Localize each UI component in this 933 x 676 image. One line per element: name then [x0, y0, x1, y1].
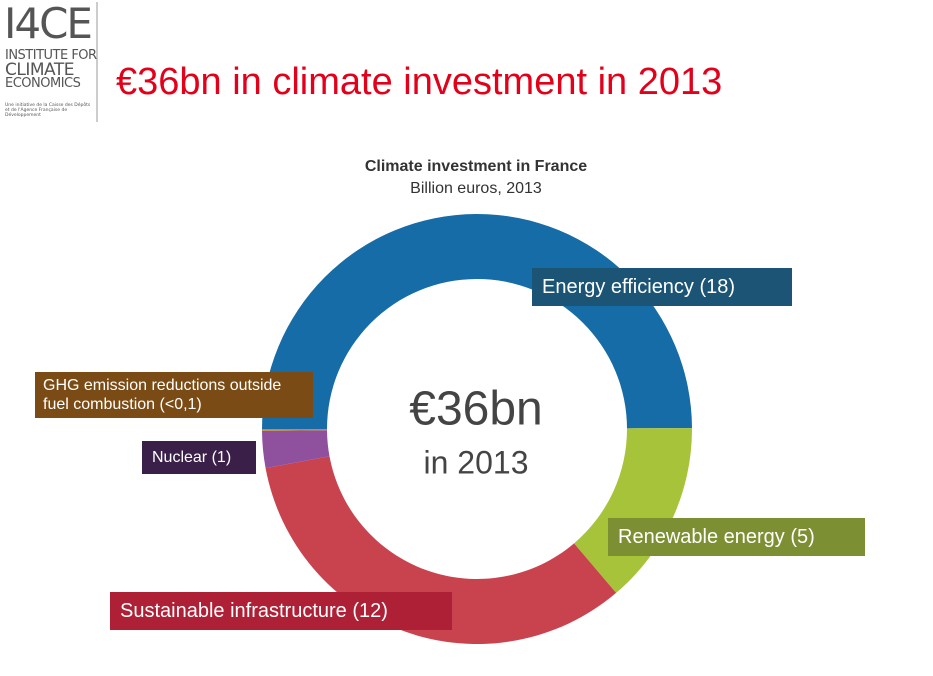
- donut-slice: [262, 213, 692, 429]
- logo-line: CLIMATE: [5, 60, 74, 80]
- chart-title: Climate investment in France: [365, 158, 587, 175]
- value-label: (1): [211, 449, 232, 466]
- center-label: in 2013: [424, 444, 529, 480]
- slice-label: Renewable energy (5): [608, 518, 865, 556]
- value-label: (18): [699, 276, 736, 298]
- donut-slice: [262, 430, 330, 469]
- category-label: Nuclear: [152, 449, 208, 466]
- donut-slice: [574, 428, 693, 593]
- logo-line: INSTITUTE FOR: [5, 48, 97, 63]
- value-label: (12): [352, 600, 388, 622]
- slice-label: GHG emission reductions outside fuel com…: [35, 372, 313, 419]
- logo-line: ECONOMICS: [5, 76, 81, 91]
- value-label: (5): [790, 526, 815, 548]
- slice-label: Nuclear (1): [142, 441, 256, 475]
- category-label: Sustainable infrastructure: [120, 600, 347, 622]
- slice-label: Sustainable infrastructure (12): [110, 592, 452, 630]
- category-label: Energy efficiency: [542, 276, 694, 298]
- value-label: (<0,1): [159, 396, 202, 414]
- category-label: GHG emission reductions outside fuel com…: [43, 377, 282, 414]
- category-label: Renewable energy: [618, 526, 785, 548]
- donut-slice: [262, 429, 328, 431]
- logo-tagline: Une initiative de la Caisse des Dépôts e…: [5, 103, 91, 118]
- logo-text: INSTITUTE FOR CLIMATE ECONOMICS: [5, 48, 97, 91]
- slide-title: €36bn in climate investment in 2013: [116, 61, 722, 103]
- slice-label: Energy efficiency (18): [532, 268, 792, 306]
- center-value: €36bn: [409, 383, 542, 436]
- logo: I4CE: [4, 0, 93, 48]
- chart-subtitle: Billion euros, 2013: [410, 180, 542, 197]
